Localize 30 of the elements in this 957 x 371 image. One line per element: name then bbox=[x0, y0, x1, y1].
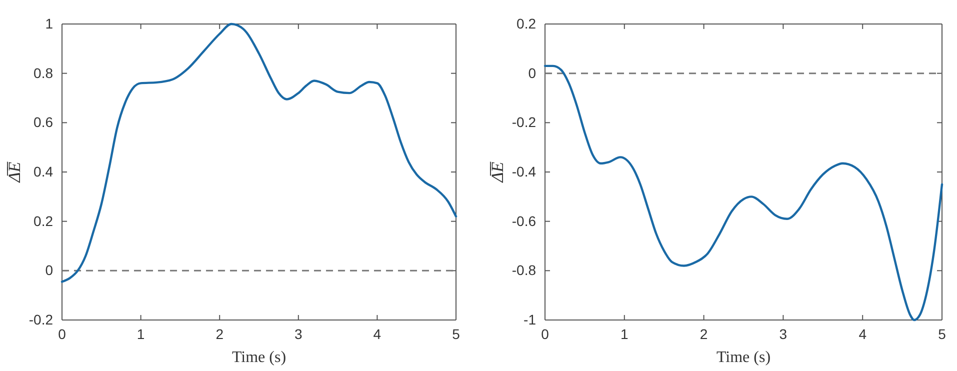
x-tick-label: 0 bbox=[541, 326, 550, 342]
x-tick-label: 1 bbox=[136, 326, 145, 342]
x-tick-label: 4 bbox=[858, 326, 867, 342]
y-tick-label: 0 bbox=[45, 262, 54, 278]
x-tick-label: 5 bbox=[938, 326, 946, 342]
y-tick-label: 0.2 bbox=[516, 15, 536, 32]
y-axis-title: Δ̅E̅ bbox=[488, 160, 507, 184]
y-tick-label: 1 bbox=[45, 15, 54, 32]
y-tick-label: 0 bbox=[528, 64, 536, 81]
y-tick-label: -0.4 bbox=[512, 163, 536, 180]
x-tick-label: 4 bbox=[373, 326, 382, 342]
x-tick-label: 2 bbox=[700, 326, 708, 342]
y-tick-label: -1 bbox=[524, 311, 536, 328]
y-tick-label: -0.6 bbox=[512, 212, 536, 229]
x-tick-label: 2 bbox=[216, 326, 224, 342]
x-tick-label: 0 bbox=[58, 326, 66, 342]
y-tick-label: 0.2 bbox=[34, 212, 54, 229]
x-tick-label: 3 bbox=[294, 326, 302, 342]
y-axis-title: Δ̅E̅ bbox=[5, 160, 24, 184]
y-tick-label: -0.2 bbox=[512, 114, 536, 130]
y-tick-label: -0.8 bbox=[512, 262, 536, 278]
y-tick-label: 0.4 bbox=[34, 163, 54, 180]
x-tick-label: 1 bbox=[620, 326, 628, 342]
y-tick-label: -0.2 bbox=[28, 311, 54, 328]
y-tick-label: 0.6 bbox=[34, 114, 54, 130]
y-tick-label: 0.8 bbox=[34, 64, 54, 81]
x-axis-title: Time (s) bbox=[716, 349, 771, 366]
x-tick-label: 5 bbox=[452, 326, 460, 342]
x-axis-title: Time (s) bbox=[232, 349, 286, 366]
x-tick-label: 3 bbox=[779, 326, 788, 342]
